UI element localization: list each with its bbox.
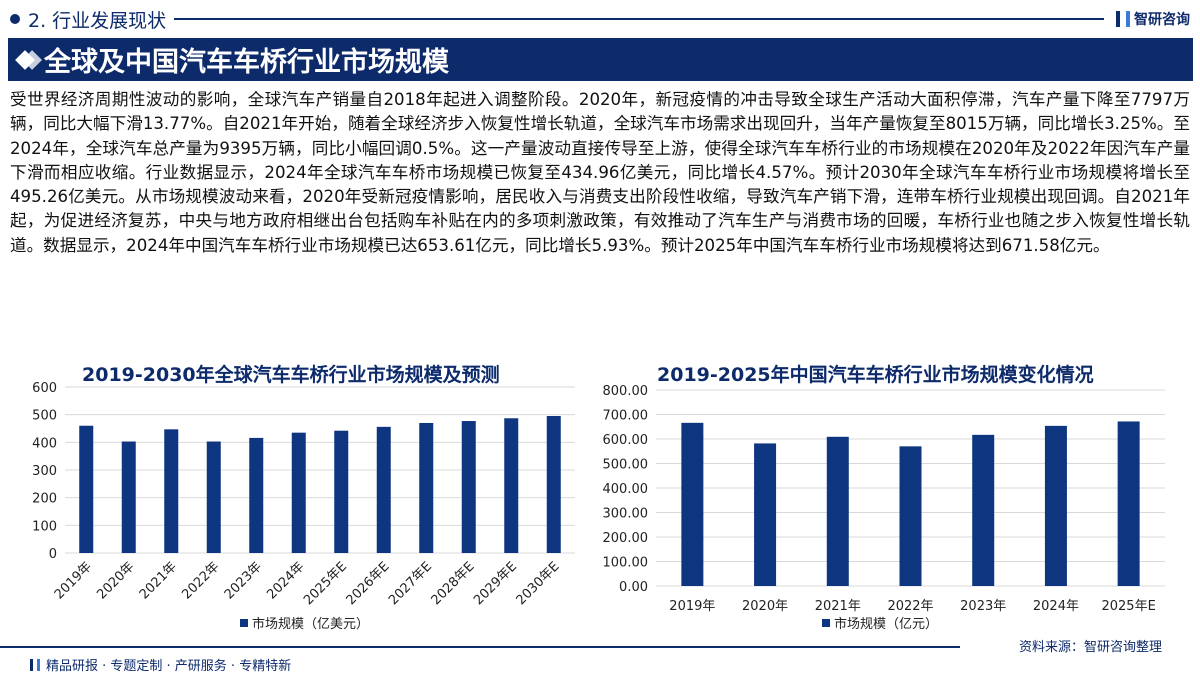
bar — [681, 422, 704, 586]
y-tick-label: 600.00 — [603, 433, 649, 448]
y-tick-label: 800.00 — [603, 384, 649, 399]
x-tick-label: 2027年E — [386, 559, 435, 608]
y-tick-label: 200.00 — [603, 531, 649, 546]
footer-divider — [0, 646, 960, 648]
bar — [972, 434, 995, 586]
x-tick-label: 2022年 — [179, 559, 222, 602]
legend-label: 市场规模（亿美元） — [252, 616, 369, 632]
legend-label: 市场规模（亿元） — [834, 616, 938, 632]
source-note: 资料来源：智研咨询整理 — [1018, 640, 1162, 655]
x-tick-label: 2024年 — [1033, 599, 1079, 614]
x-tick-label: 2019年 — [669, 599, 715, 614]
y-tick-label: 700.00 — [603, 409, 649, 424]
x-tick-label: 2028年E — [429, 559, 478, 608]
x-tick-label: 2023年 — [960, 599, 1006, 614]
x-tick-label: 2020年 — [94, 559, 137, 602]
divider — [174, 18, 1104, 20]
bar — [1044, 425, 1067, 586]
bar — [419, 422, 434, 553]
x-tick-label: 2030年E — [514, 559, 563, 608]
chart-title-china: 2019-2025年中国汽车车桥行业市场规模变化情况 — [657, 364, 1094, 386]
x-tick-label: 2026年E — [344, 559, 393, 608]
logo-icon — [30, 658, 40, 671]
y-tick-label: 300 — [32, 464, 57, 479]
bar — [334, 430, 349, 553]
y-tick-label: 100 — [32, 519, 57, 534]
bar — [461, 421, 476, 553]
x-tick-label: 2025年E — [1101, 599, 1155, 614]
bar — [504, 418, 519, 553]
y-tick-label: 600 — [32, 381, 57, 396]
brand-logo: 智研咨询 — [1116, 9, 1190, 29]
bar — [899, 446, 922, 586]
diamond-icon — [15, 49, 35, 70]
bar — [206, 441, 221, 553]
legend-swatch — [240, 619, 248, 627]
x-tick-label: 2022年 — [887, 599, 933, 614]
bar — [826, 436, 849, 586]
x-tick-label: 2023年 — [222, 559, 265, 602]
title-bar: 全球及中国汽车车桥行业市场规模 — [8, 38, 1193, 81]
page-title: 全球及中国汽车车桥行业市场规模 — [44, 47, 449, 78]
y-tick-label: 0.00 — [619, 580, 648, 595]
footer: 精品研报 · 专题定制 · 产研服务 · 专精特新 — [30, 655, 291, 674]
section-label: 2. 行业发展现状 — [28, 9, 167, 32]
chart-china: 0.00 100.00 200.00 300.00 400.00 500.00 600.00… — [603, 384, 1165, 632]
body-paragraph: 受世界经济周期性波动的影响，全球汽车产销量自2018年起进入调整阶段。2020年… — [10, 90, 1190, 255]
logo-text: 智研咨询 — [1134, 12, 1190, 28]
section-header: 2. 行业发展现状 智研咨询 — [10, 6, 1190, 32]
bar — [546, 415, 561, 553]
bar — [121, 441, 136, 553]
bar — [1117, 421, 1140, 586]
bar — [754, 443, 777, 586]
x-tick-label: 2020年 — [742, 599, 788, 614]
y-tick-label: 500.00 — [603, 458, 649, 473]
y-tick-label: 0 — [49, 547, 57, 562]
chart-title-global: 2019-2030年全球汽车车桥行业市场规模及预测 — [82, 364, 500, 386]
x-tick-label: 2019年 — [52, 559, 95, 602]
x-tick-label: 2024年 — [264, 559, 307, 602]
x-tick-label: 2025年E — [301, 559, 350, 608]
y-tick-label: 100.00 — [603, 556, 649, 571]
y-tick-label: 200 — [32, 492, 57, 507]
y-tick-label: 500 — [32, 409, 57, 424]
legend-swatch — [822, 619, 830, 627]
bar — [376, 426, 391, 553]
x-tick-label: 2021年 — [815, 599, 861, 614]
bar — [79, 425, 94, 553]
x-tick-label: 2029年E — [471, 559, 520, 608]
x-tick-label: 2021年 — [137, 559, 180, 602]
bar — [291, 432, 306, 553]
bar — [164, 429, 179, 553]
y-tick-label: 400.00 — [603, 482, 649, 497]
logo-icon — [1116, 11, 1130, 27]
bar — [249, 437, 264, 553]
footer-text: 精品研报 · 专题定制 · 产研服务 · 专精特新 — [46, 659, 292, 674]
y-tick-label: 300.00 — [603, 507, 649, 522]
bullet-icon — [10, 14, 20, 24]
y-tick-label: 400 — [32, 436, 57, 451]
